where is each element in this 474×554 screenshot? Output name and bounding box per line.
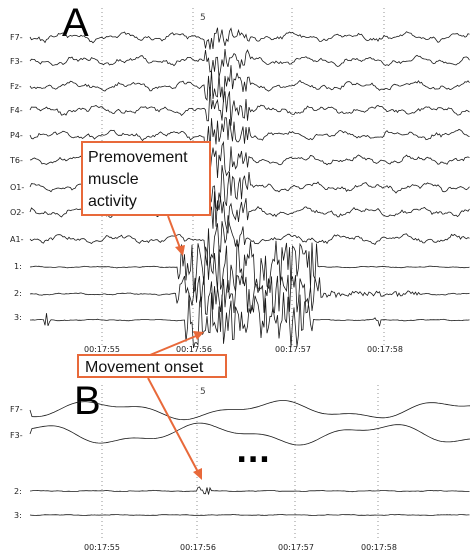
panel-b-channel-label-3: 3: (14, 511, 22, 520)
panel-b-channel-labels: F7- F3- 2: 3: (10, 405, 23, 520)
movement-onset-arrow-down-line (147, 377, 199, 473)
emg-trace-2 (29, 274, 470, 315)
channel-label-t6: T6- (9, 156, 23, 165)
premovement-callout-box (81, 141, 211, 216)
panel-a-time-label-3: 00:17:57 (275, 345, 311, 354)
channel-label-f7: F7- (10, 33, 23, 42)
movement-onset-arrow-up-head (193, 331, 204, 340)
panel-b-traces (29, 400, 471, 516)
channel-label-o1: O1- (10, 183, 24, 192)
panel-b-time-label-4: 00:17:58 (361, 543, 397, 552)
panel-a-channel-labels: F7- F3- Fz- F4- P4- T6- O1- O2- A1- 1: 2… (9, 33, 24, 322)
panel-b-letter: B (74, 379, 101, 423)
eeg-trace-f7 (29, 27, 470, 50)
premovement-callout-line3: activity (88, 193, 137, 210)
panel-b-time-label-1: 00:17:55 (84, 543, 120, 552)
panel-b-trace-3 (29, 513, 470, 516)
panel-a-time-labels: 00:17:55 00:17:56 00:17:57 00:17:58 (84, 345, 403, 354)
channel-label-f4: F4- (10, 106, 23, 115)
eeg-trace-fz (29, 65, 470, 103)
omitted-channels-ellipsis: ... (236, 435, 270, 470)
panel-b-channel-label-2: 2: (14, 487, 22, 496)
panel-b-time-label-2: 00:17:56 (180, 543, 216, 552)
emg-trace-3 (30, 292, 470, 349)
channel-label-p4: P4- (10, 131, 23, 140)
panel-a-time-label-2: 00:17:56 (176, 345, 212, 354)
channel-label-o2: O2- (10, 208, 24, 217)
panel-b-trace-f3 (29, 422, 471, 446)
channel-label-3: 3: (14, 313, 22, 322)
panel-b-time-label-3: 00:17:57 (278, 543, 314, 552)
movement-onset-arrow-up-line (149, 335, 197, 356)
eeg-trace-f3 (29, 48, 470, 78)
movement-onset-arrow-down-head (193, 468, 202, 480)
premovement-arrow-head (175, 245, 185, 256)
panel-b-channel-label-f7: F7- (10, 405, 23, 414)
panel-a-time-label-1: 00:17:55 (84, 345, 120, 354)
panel-a-letter: A (62, 1, 89, 45)
channel-label-fz: Fz- (10, 82, 22, 91)
eeg-trace-p4 (29, 117, 470, 156)
premovement-callout-line1: Premovement (88, 149, 188, 166)
channel-label-2: 2: (14, 289, 22, 298)
eeg-trace-a1 (29, 215, 470, 266)
panel-b-time-labels: 00:17:55 00:17:56 00:17:57 00:17:58 (84, 543, 397, 552)
panel-b-scale-mark: 5 (200, 387, 206, 397)
channel-label-f3: F3- (10, 57, 23, 66)
panel-b-trace-2 (29, 486, 470, 495)
eeg-trace-f4 (29, 86, 470, 126)
premovement-callout-line2: muscle (88, 171, 139, 188)
panel-b-trace-f7 (29, 400, 471, 421)
premovement-arrow-line (167, 215, 181, 249)
movement-onset-callout-label: Movement onset (85, 359, 204, 376)
panel-a-scale-mark: 5 (200, 13, 206, 23)
panel-b-channel-label-f3: F3- (10, 431, 23, 440)
channel-label-1: 1: (14, 262, 22, 271)
panel-b-grid (101, 385, 379, 538)
channel-label-a1: A1- (10, 235, 24, 244)
panel-a-time-label-4: 00:17:58 (367, 345, 403, 354)
emg-trace-1 (29, 240, 470, 294)
